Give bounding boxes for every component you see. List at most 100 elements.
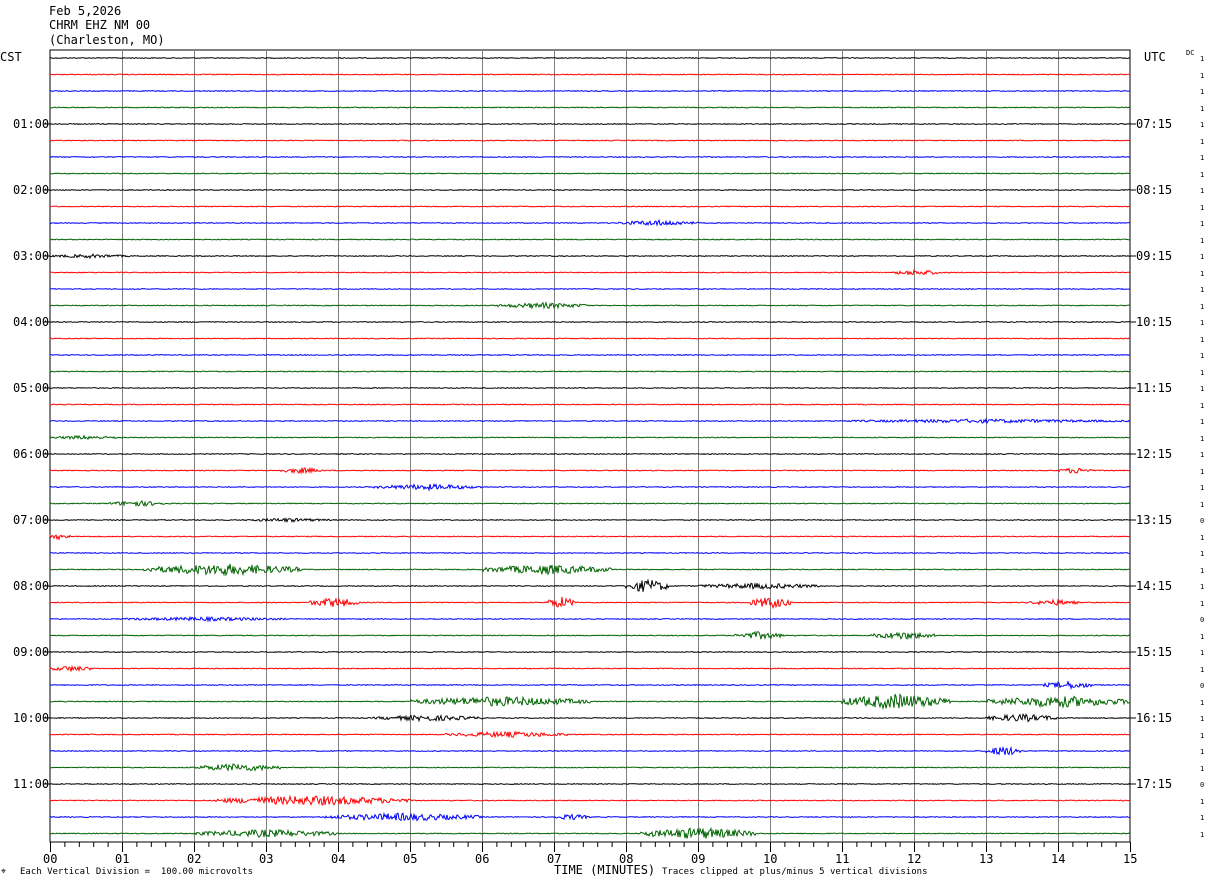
- left-hour-label: 08:00: [13, 579, 50, 593]
- left-hour-label: 06:00: [13, 447, 50, 461]
- x-tick-label: 13: [979, 852, 994, 866]
- right-hour-label: 14:15: [1136, 579, 1173, 593]
- right-hour-label: 10:15: [1136, 315, 1173, 329]
- dc-value: 1: [1200, 88, 1205, 96]
- seismic-trace: [49, 320, 1130, 324]
- seismic-trace: [49, 650, 1131, 654]
- clip-note: Traces clipped at plus/minus 5 vertical …: [662, 867, 928, 877]
- seismic-trace: [49, 826, 1131, 839]
- x-tick-label: 00: [43, 852, 58, 866]
- seismic-trace: [49, 763, 1131, 772]
- x-tick-label: 05: [403, 852, 418, 866]
- left-hour-label: 07:00: [13, 513, 50, 527]
- right-hour-label: 09:15: [1136, 249, 1173, 263]
- x-tick-label: 03: [259, 852, 274, 866]
- dc-value: 1: [1200, 137, 1205, 146]
- dc-value: 1: [1200, 434, 1205, 443]
- seismic-trace: [49, 155, 1131, 159]
- seismic-trace: [49, 287, 1131, 291]
- right-hour-label: 12:15: [1136, 447, 1173, 461]
- seismic-trace: [49, 301, 1131, 310]
- dc-value: 1: [1200, 335, 1205, 344]
- x-tick-label: 11: [835, 852, 850, 866]
- dc-value: 1: [1200, 385, 1205, 393]
- dc-value: 1: [1200, 319, 1205, 327]
- seismic-trace: [49, 499, 1131, 507]
- seismic-trace: [49, 218, 1131, 227]
- left-hour-label: 02:00: [13, 183, 50, 197]
- seismic-trace: [49, 533, 1131, 541]
- x-axis-label: TIME (MINUTES): [554, 863, 656, 877]
- dc-value: 1: [1200, 236, 1205, 245]
- dc-value: 1: [1200, 500, 1205, 509]
- dc-value: 1: [1200, 286, 1205, 294]
- seismic-trace: [49, 205, 1131, 208]
- seismic-trace: [49, 811, 1131, 822]
- scale-note: Each Vertical Division = 100.00 microvol…: [20, 867, 253, 877]
- dc-value: 1: [1200, 170, 1205, 179]
- dc-value: 1: [1200, 533, 1205, 542]
- dc-value: 1: [1200, 764, 1205, 773]
- dc-value: 1: [1200, 797, 1205, 806]
- dc-value: 0: [1200, 517, 1205, 525]
- right-hour-label: 13:15: [1136, 513, 1173, 527]
- seismic-trace: [49, 253, 1130, 260]
- seismic-trace: [49, 172, 1131, 175]
- x-tick-label: 04: [331, 852, 346, 866]
- header-station: CHRM EHZ NM 00: [49, 18, 151, 32]
- dc-value: 1: [1200, 698, 1205, 707]
- seismic-trace: [49, 106, 1131, 109]
- seismic-trace: [49, 693, 1131, 711]
- seismic-trace: [49, 466, 1131, 475]
- dc-value: 1: [1200, 814, 1205, 822]
- seismic-trace: [49, 713, 1131, 723]
- seismic-trace: [49, 563, 1131, 577]
- left-hour-label: 03:00: [13, 249, 50, 263]
- x-tick-label: 10: [763, 852, 778, 866]
- seismic-trace: [49, 122, 1131, 126]
- dc-value: 1: [1200, 401, 1205, 410]
- seismic-trace: [49, 794, 1131, 806]
- seismic-trace: [49, 664, 1131, 673]
- dc-value: 1: [1200, 715, 1205, 723]
- dc-value: 1: [1200, 220, 1205, 228]
- seismic-trace: [49, 337, 1131, 340]
- seismic-trace: [49, 434, 1131, 441]
- dc-value: 1: [1200, 451, 1205, 459]
- left-hour-label: 04:00: [13, 315, 50, 329]
- dc-value: 1: [1200, 632, 1205, 641]
- x-tick-label: 09: [691, 852, 706, 866]
- dc-value: 0: [1200, 781, 1205, 789]
- dc-value: 1: [1200, 352, 1205, 360]
- dc-value: 1: [1200, 71, 1205, 80]
- x-tick-label: 12: [907, 852, 922, 866]
- dc-value: 1: [1200, 599, 1205, 608]
- dc-value: 1: [1200, 649, 1205, 657]
- right-hour-label: 17:15: [1136, 777, 1173, 791]
- dc-value: 1: [1200, 104, 1205, 113]
- dc-value: 1: [1200, 203, 1205, 212]
- header-date: Feb 5,2026: [49, 4, 122, 18]
- seismic-trace: [49, 89, 1130, 93]
- seismic-trace: [49, 269, 1131, 276]
- seismic-trace: [49, 188, 1130, 192]
- seismic-trace: [49, 782, 1131, 786]
- x-tick-label: 07: [547, 852, 562, 866]
- seismic-trace: [49, 681, 1131, 691]
- right-hour-label: 16:15: [1136, 711, 1173, 725]
- dc-value: 1: [1200, 269, 1205, 278]
- plot-frame: [49, 49, 1131, 843]
- seismic-trace: [49, 745, 1130, 756]
- left-hour-label: 09:00: [13, 645, 50, 659]
- right-hour-label: 07:15: [1136, 117, 1173, 131]
- left-hour-label: 10:00: [13, 711, 50, 725]
- seismic-trace: [49, 403, 1131, 406]
- seismic-trace: [49, 730, 1131, 739]
- dc-value: 1: [1200, 830, 1205, 839]
- dc-value: 1: [1200, 467, 1205, 476]
- dc-value: 1: [1200, 121, 1205, 129]
- dc-value: 1: [1200, 302, 1205, 311]
- dc-value: 1: [1200, 566, 1205, 575]
- dc-value: 1: [1200, 665, 1205, 674]
